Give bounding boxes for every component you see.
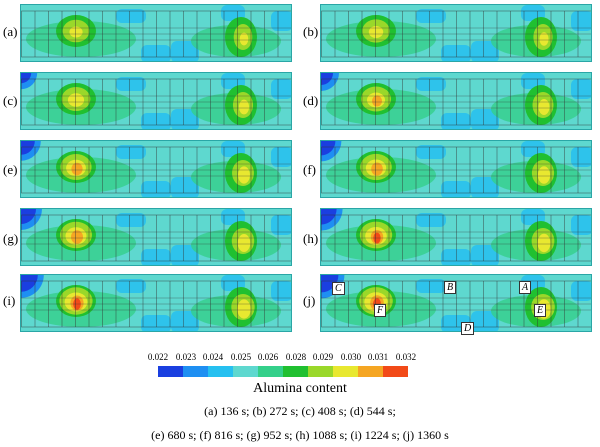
contour-svg	[321, 73, 591, 129]
colorbar-tick: 0.032	[395, 352, 417, 362]
marker-a: A	[519, 281, 532, 294]
contour-map-a	[20, 4, 292, 62]
colorbar-tick: 0.024	[202, 352, 224, 362]
colorbar-tick: 0.028	[285, 352, 307, 362]
contour-svg	[321, 141, 591, 197]
colorbar-tick: 0.023	[175, 352, 197, 362]
contour-map-g	[20, 208, 292, 266]
colorbar-swatch	[158, 366, 183, 377]
colorbar-swatch	[308, 366, 333, 377]
contour-map-h	[320, 208, 592, 266]
contour-map-d	[320, 72, 592, 130]
panel-label-b: (b)	[303, 24, 319, 39]
panel-label-c: (c)	[3, 93, 18, 108]
colorbar-swatch	[283, 366, 308, 377]
contour-svg	[21, 73, 291, 129]
caption-line-1: (a) 136 s; (b) 272 s; (c) 408 s; (d) 544…	[204, 404, 396, 418]
colorbar-tick: 0.026	[257, 352, 279, 362]
colorbar-swatch	[208, 366, 233, 377]
colorbar-swatch	[233, 366, 258, 377]
legend-title: Alumina content	[253, 381, 347, 396]
contour-svg	[321, 275, 591, 331]
marker-d: D	[461, 322, 475, 335]
contour-map-i	[20, 274, 292, 332]
contour-svg	[321, 5, 591, 61]
contour-map-b	[320, 4, 592, 62]
colorbar	[158, 366, 408, 377]
contour-svg	[21, 141, 291, 197]
panel-label-e: (e)	[3, 162, 18, 177]
panel-label-j: (j)	[303, 293, 316, 308]
colorbar-swatch	[333, 366, 358, 377]
marker-b: B	[444, 281, 457, 294]
contour-svg	[21, 5, 291, 61]
marker-f: F	[374, 304, 387, 317]
colorbar-tick: 0.022	[147, 352, 169, 362]
colorbar-tick: 0.031	[367, 352, 389, 362]
colorbar-tick: 0.025	[230, 352, 252, 362]
colorbar-tick: 0.029	[312, 352, 334, 362]
panel-label-d: (d)	[303, 93, 319, 108]
contour-map-c	[20, 72, 292, 130]
panel-label-a: (a)	[3, 24, 18, 39]
panel-label-f: (f)	[303, 162, 316, 177]
colorbar-swatch	[383, 366, 408, 377]
panel-label-h: (h)	[303, 231, 319, 246]
caption-line-2: (e) 680 s; (f) 816 s; (g) 952 s; (h) 108…	[151, 428, 449, 442]
contour-map-f	[320, 140, 592, 198]
contour-svg	[321, 209, 591, 265]
colorbar-swatch	[183, 366, 208, 377]
panel-label-g: (g)	[3, 231, 19, 246]
colorbar-tick: 0.030	[340, 352, 362, 362]
contour-map-e	[20, 140, 292, 198]
contour-svg	[21, 209, 291, 265]
contour-svg	[21, 275, 291, 331]
colorbar-swatch	[258, 366, 283, 377]
marker-c: C	[332, 282, 345, 295]
colorbar-swatch	[358, 366, 383, 377]
marker-e: E	[534, 304, 547, 317]
panel-label-i: (i)	[3, 293, 16, 308]
